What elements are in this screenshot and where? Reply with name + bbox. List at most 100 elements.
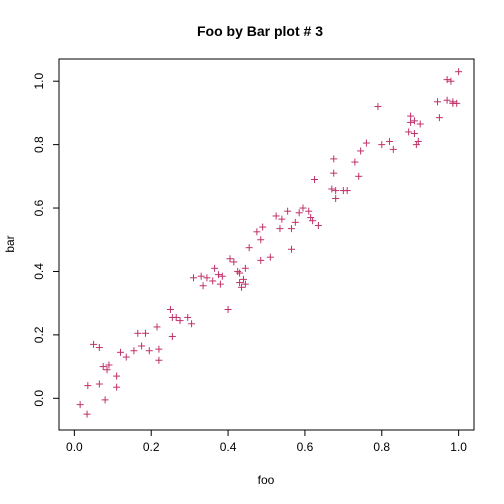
data-point — [357, 147, 365, 155]
data-point — [189, 274, 197, 282]
data-point — [103, 366, 111, 374]
data-point — [412, 141, 420, 149]
data-point — [230, 258, 238, 266]
data-point — [199, 282, 207, 290]
data-point — [138, 342, 146, 350]
data-point — [405, 128, 413, 136]
data-point — [455, 68, 463, 76]
data-point — [236, 269, 244, 277]
data-point — [414, 137, 422, 145]
x-tick-label: 0.2 — [143, 440, 160, 454]
data-point — [332, 195, 340, 203]
data-point — [259, 223, 267, 231]
data-point — [435, 114, 443, 122]
x-axis-label: foo — [258, 473, 275, 487]
data-point — [257, 236, 265, 244]
data-point — [99, 363, 107, 371]
data-point — [153, 323, 161, 331]
data-point — [309, 217, 317, 225]
x-tick-label: 0.6 — [297, 440, 314, 454]
data-point — [238, 283, 246, 291]
data-point — [168, 332, 176, 340]
data-point — [116, 348, 124, 356]
y-tick-label: 1.0 — [32, 73, 46, 90]
data-point — [378, 141, 386, 149]
data-point — [332, 187, 340, 195]
data-point — [239, 275, 247, 283]
data-point — [155, 356, 163, 364]
data-point — [305, 207, 313, 215]
data-point — [343, 187, 351, 195]
data-point — [130, 347, 138, 355]
data-point — [241, 280, 249, 288]
x-tick-label: 1.0 — [450, 440, 467, 454]
data-point — [287, 225, 295, 233]
data-point — [172, 313, 180, 321]
data-point — [278, 215, 286, 223]
x-tick-label: 0.0 — [66, 440, 83, 454]
data-point — [203, 274, 211, 282]
data-point — [410, 130, 418, 138]
data-point — [355, 172, 363, 180]
y-axis-label: bar — [3, 235, 17, 252]
data-point — [389, 145, 397, 153]
data-points — [76, 68, 463, 418]
data-point — [166, 306, 174, 314]
data-point — [307, 214, 315, 222]
data-point — [95, 344, 103, 352]
y-tick-label: 0.8 — [32, 136, 46, 153]
data-point — [84, 382, 92, 390]
data-point — [284, 207, 292, 215]
data-point — [113, 383, 121, 391]
data-point — [184, 313, 192, 321]
data-point — [209, 277, 217, 285]
data-point — [447, 77, 455, 85]
data-point — [211, 264, 219, 272]
data-point — [176, 317, 184, 325]
data-point — [295, 209, 303, 217]
data-point — [90, 340, 98, 348]
data-point — [443, 96, 451, 104]
y-axis: 0.0 0.2 0.4 0.6 0.8 1.0 — [32, 73, 59, 407]
data-point — [314, 221, 322, 229]
y-tick-label: 0.0 — [32, 390, 46, 407]
data-point — [328, 185, 336, 193]
plot-frame — [58, 58, 475, 431]
chart-title: Foo by Bar plot # 3 — [197, 23, 323, 39]
data-point — [299, 204, 307, 212]
x-tick-label: 0.4 — [220, 440, 237, 454]
data-point — [145, 347, 153, 355]
data-point — [291, 218, 299, 226]
data-point — [362, 139, 370, 147]
data-point — [216, 280, 224, 288]
data-point — [188, 320, 196, 328]
data-point — [83, 410, 91, 418]
data-point — [374, 103, 382, 111]
data-point — [134, 329, 142, 337]
data-point — [416, 120, 424, 128]
data-point — [311, 175, 319, 183]
data-point — [330, 155, 338, 163]
data-point — [105, 361, 113, 369]
x-axis: 0.0 0.2 0.4 0.6 0.8 1.0 — [66, 430, 467, 454]
data-point — [95, 380, 103, 388]
data-point — [224, 306, 232, 314]
data-point — [287, 245, 295, 253]
y-tick-label: 0.4 — [32, 263, 46, 280]
data-point — [122, 353, 130, 361]
data-point — [385, 137, 393, 145]
data-point — [266, 253, 274, 261]
data-point — [141, 329, 149, 337]
data-point — [257, 256, 265, 264]
data-point — [245, 244, 253, 252]
data-point — [272, 212, 280, 220]
data-point — [241, 264, 249, 272]
data-point — [253, 228, 261, 236]
data-point — [197, 272, 205, 280]
data-point — [155, 345, 163, 353]
y-tick-label: 0.2 — [32, 326, 46, 343]
data-point — [407, 118, 415, 126]
y-tick-label: 0.6 — [32, 199, 46, 216]
data-point — [433, 98, 441, 106]
data-point — [407, 112, 415, 120]
